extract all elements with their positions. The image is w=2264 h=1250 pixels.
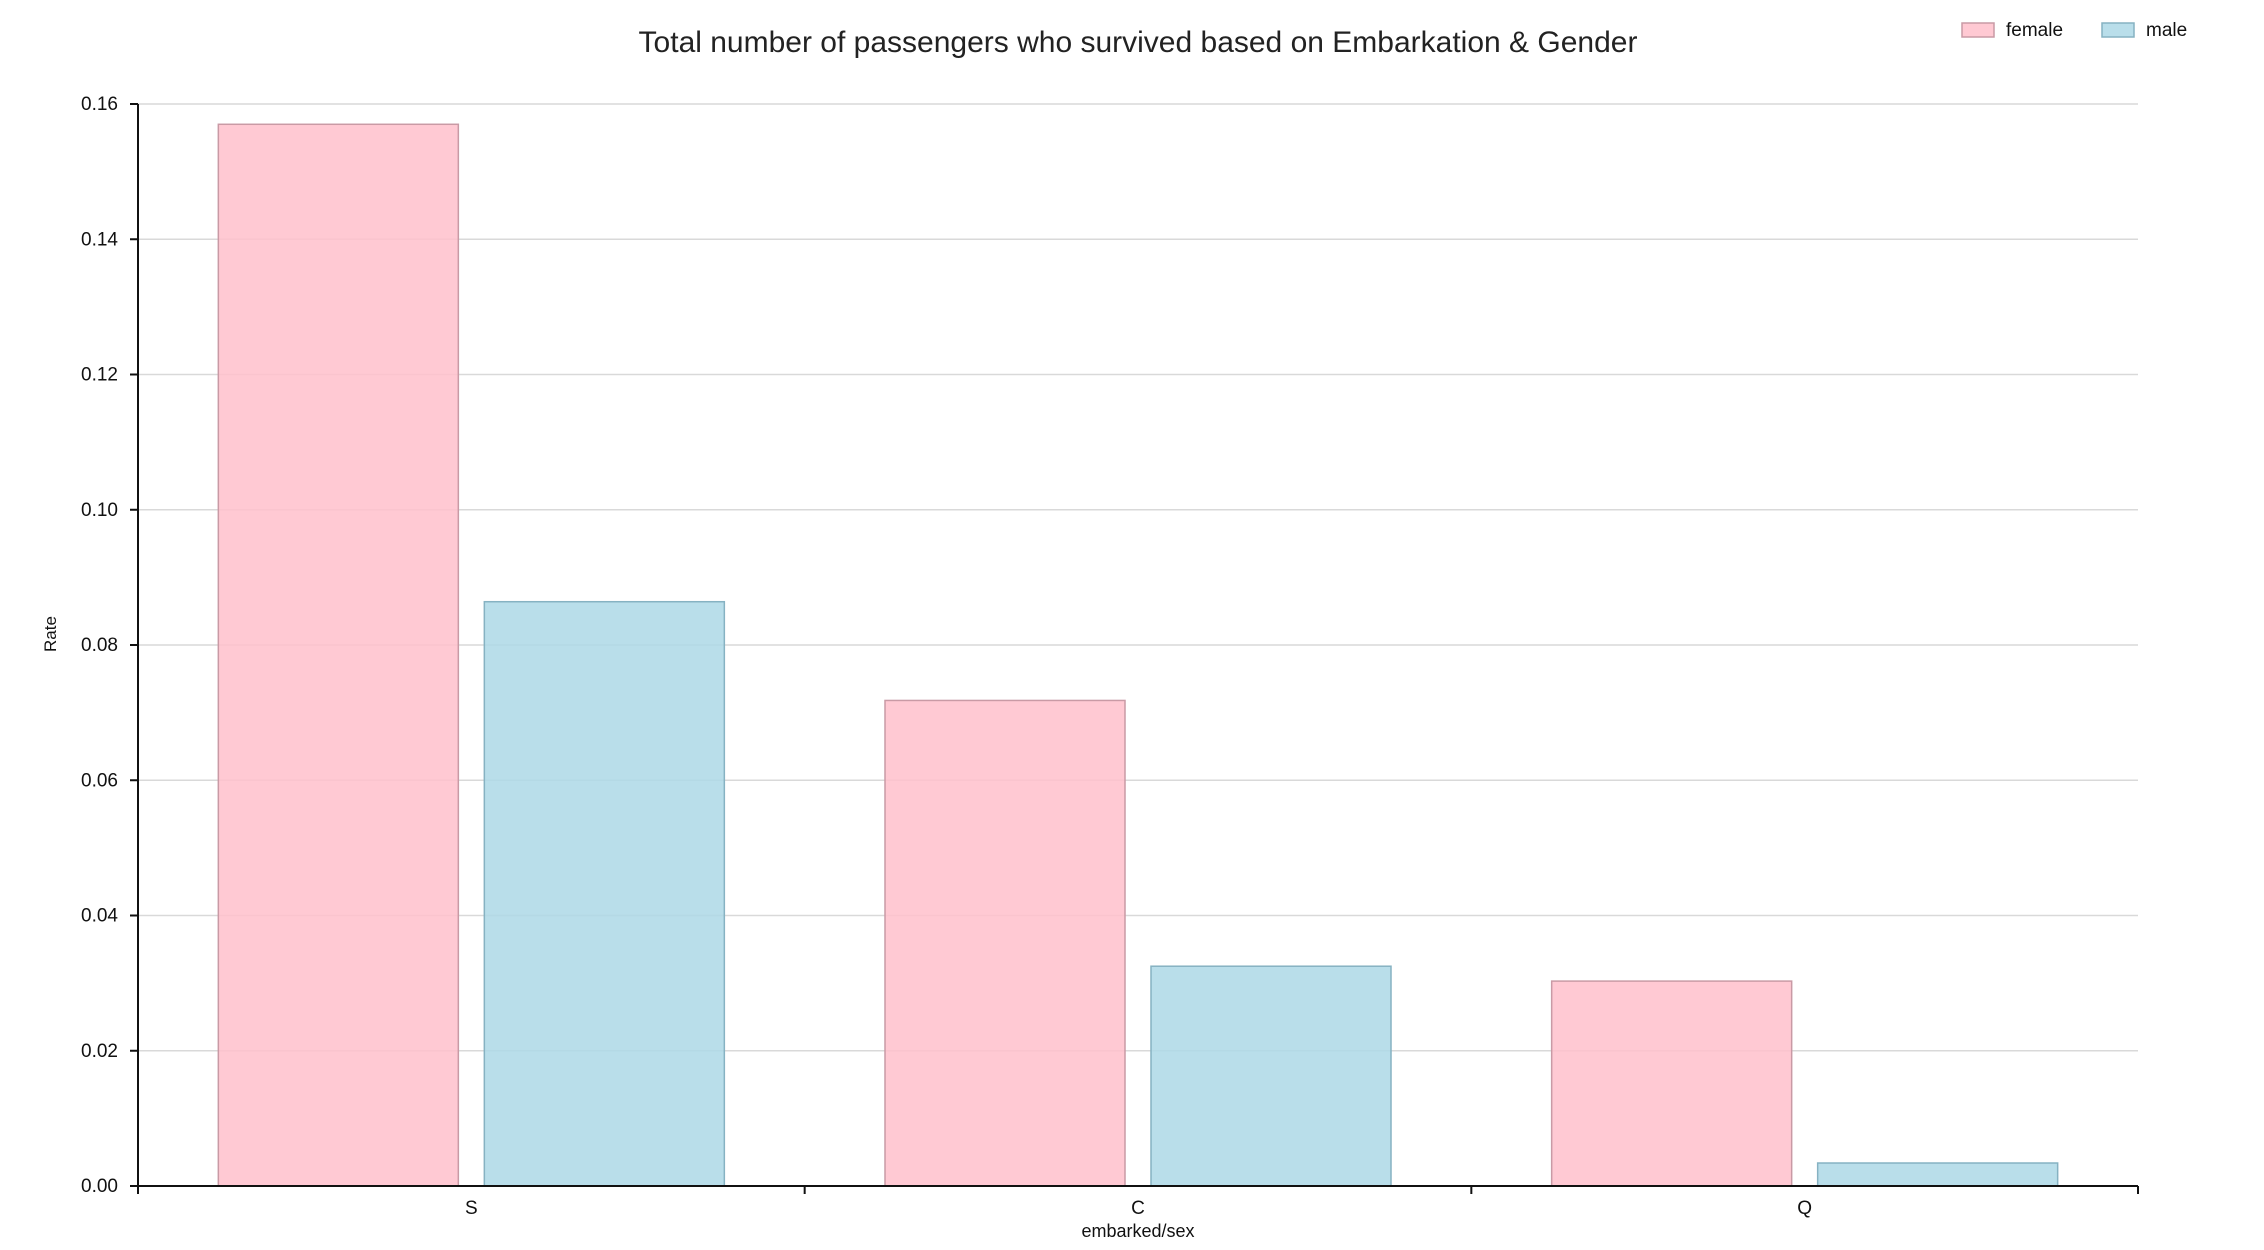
y-tick-label: 0.06	[81, 770, 118, 791]
y-tick-label: 0.00	[81, 1176, 118, 1197]
y-tick-label: 0.02	[81, 1041, 118, 1062]
gridlines	[138, 103, 2138, 1052]
bar-male-S	[483, 600, 726, 1187]
y-ticks: 0.00 0.02 0.04 0.06 0.08 0.10 0.12 0.14 0.16	[81, 94, 138, 1197]
y-tick-label: 0.12	[81, 365, 118, 386]
legend-swatch	[1961, 22, 1995, 38]
legend-swatch	[2101, 22, 2135, 38]
bar-male-C	[1150, 965, 1392, 1187]
y-tick-label: 0.08	[81, 635, 118, 656]
y-tick-label: 0.14	[81, 229, 118, 250]
bar-female-S	[217, 123, 460, 1187]
legend-label: female	[2006, 20, 2063, 41]
legend: female male	[1961, 20, 2187, 41]
bar-male-Q	[1816, 1162, 2059, 1187]
x-tick-label: C	[1131, 1198, 1145, 1219]
y-tick-label: 0.04	[81, 906, 118, 927]
chart-title: Total number of passengers who survived …	[639, 26, 1638, 59]
x-tick-label: Q	[1797, 1198, 1812, 1219]
legend-item-male: male	[2101, 20, 2187, 41]
x-axis-label: embarked/sex	[1081, 1221, 1194, 1241]
bars	[217, 123, 2059, 1187]
bar-female-Q	[1550, 980, 1793, 1187]
legend-item-female: female	[1961, 20, 2063, 41]
bar-female-C	[884, 699, 1126, 1187]
legend-label: male	[2146, 20, 2187, 41]
y-tick-label: 0.16	[81, 94, 118, 115]
y-axis-label: Rate	[41, 616, 60, 652]
x-tick-label: S	[465, 1198, 478, 1219]
y-tick-label: 0.10	[81, 500, 118, 521]
